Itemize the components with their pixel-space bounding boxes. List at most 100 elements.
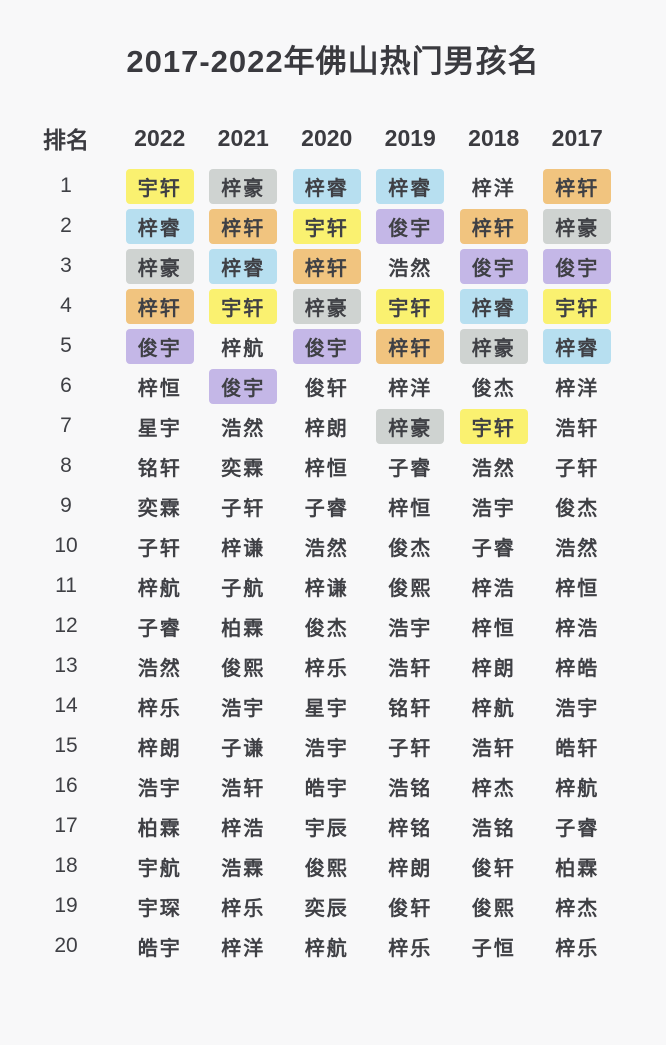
name-cell: 梓轩 [452, 208, 536, 244]
name-cell: 梓洋 [369, 369, 453, 404]
name-cell: 梓恒 [452, 609, 536, 644]
rank-value: 14 [54, 694, 78, 717]
name-cell: 浩霖 [202, 849, 286, 884]
name: 宇琛 [137, 897, 182, 920]
name-cell: 奕霖 [202, 449, 286, 484]
name-cell: 俊轩 [452, 849, 536, 884]
name: 浩宇 [388, 617, 433, 640]
name-cell: 梓豪 [369, 408, 453, 444]
name-cell: 梓睿 [202, 248, 286, 284]
name: 梓恒 [555, 577, 600, 600]
table-row-rank-20: 20 皓宇 梓洋 梓航 梓乐 子恒 梓乐 [14, 926, 666, 966]
name-cell: 宇轩 [452, 408, 536, 444]
rank-value: 16 [54, 774, 78, 797]
rank-value: 1 [60, 174, 72, 197]
name: 子睿 [555, 817, 600, 840]
name-cell: 浩铭 [452, 809, 536, 844]
name-cell: 梓豪 [202, 168, 286, 204]
name-cell: 浩宇 [452, 489, 536, 524]
name: 浩霖 [221, 857, 266, 880]
table-row-rank-15: 15 梓朗 子谦 浩宇 子轩 浩轩 皓轩 [14, 726, 666, 766]
table-row-rank-5: 5 俊宇 梓航 俊宇 梓轩 梓豪 梓睿 [14, 326, 666, 366]
name: 梓洋 [221, 937, 266, 960]
rank-value: 15 [54, 734, 78, 757]
name-cell: 俊宇 [536, 248, 620, 284]
name: 皓宇 [137, 937, 182, 960]
name-cell: 子轩 [369, 729, 453, 764]
highlighted-name: 梓豪 [543, 208, 612, 244]
table-row-rank-11: 11 梓航 子航 梓谦 俊熙 梓浩 梓恒 [14, 566, 666, 606]
name: 梓乐 [221, 897, 266, 920]
name-cell: 宇航 [118, 849, 202, 884]
name-cell: 梓航 [452, 689, 536, 724]
name: 浩宇 [555, 697, 600, 720]
name: 梓航 [137, 577, 182, 600]
name: 梓浩 [471, 577, 516, 600]
name-cell: 梓朗 [285, 409, 369, 444]
name: 梓皓 [555, 657, 600, 680]
rank-value: 13 [54, 654, 78, 677]
table-row-rank-8: 8 铭轩 奕霖 梓恒 子睿 浩然 子轩 [14, 446, 666, 486]
highlighted-name: 宇轩 [376, 288, 445, 324]
name-cell: 宇轩 [202, 288, 286, 324]
name: 铭轩 [388, 697, 433, 720]
name: 子航 [221, 577, 266, 600]
name-cell: 子睿 [369, 449, 453, 484]
name: 奕霖 [221, 457, 266, 480]
name: 梓恒 [304, 457, 349, 480]
year-column-header-2017: 2017 [551, 124, 603, 151]
name-cell: 梓朗 [369, 849, 453, 884]
rank-value: 18 [54, 854, 78, 877]
name: 浩然 [137, 657, 182, 680]
name-cell: 梓轩 [369, 328, 453, 364]
name: 俊轩 [471, 857, 516, 880]
name-cell: 浩宇 [536, 689, 620, 724]
name: 俊熙 [304, 857, 349, 880]
name-cell: 梓浩 [202, 809, 286, 844]
name: 梓朗 [137, 737, 182, 760]
name: 俊轩 [304, 377, 349, 400]
name-cell: 浩然 [118, 649, 202, 684]
table-body: 1 宇轩 梓豪 梓睿 梓睿 梓洋 梓轩 2 梓睿 梓轩 宇轩 俊宇 梓轩 梓豪 3 梓豪 梓睿 梓轩 浩然 俊宇 俊宇 4… [14, 166, 666, 966]
name: 子睿 [388, 457, 433, 480]
name-cell: 梓乐 [285, 649, 369, 684]
name-cell: 俊宇 [202, 368, 286, 404]
name: 梓航 [304, 937, 349, 960]
name-cell: 浩然 [285, 529, 369, 564]
highlighted-name: 俊宇 [376, 208, 445, 244]
name-cell: 俊轩 [369, 889, 453, 924]
name: 浩然 [555, 537, 600, 560]
name-cell: 浩轩 [536, 409, 620, 444]
name: 子睿 [137, 617, 182, 640]
name-cell: 梓恒 [285, 449, 369, 484]
name: 梓铭 [388, 817, 433, 840]
rank-value: 8 [60, 454, 72, 477]
name-cell: 俊熙 [202, 649, 286, 684]
name: 皓宇 [304, 777, 349, 800]
name-cell: 子谦 [202, 729, 286, 764]
name-cell: 子睿 [536, 809, 620, 844]
name: 俊杰 [388, 537, 433, 560]
highlighted-name: 俊宇 [459, 248, 528, 284]
name-cell: 奕霖 [118, 489, 202, 524]
table-row-rank-17: 17 柏霖 梓浩 宇辰 梓铭 浩铭 子睿 [14, 806, 666, 846]
name-cell: 梓睿 [118, 208, 202, 244]
rank-value: 7 [60, 414, 72, 437]
name-cell: 梓杰 [536, 889, 620, 924]
name: 梓航 [221, 337, 266, 360]
name: 子轩 [221, 497, 266, 520]
name: 俊杰 [471, 377, 516, 400]
highlighted-name: 宇轩 [459, 408, 528, 444]
name-cell: 宇轩 [536, 288, 620, 324]
highlighted-name: 宇轩 [543, 288, 612, 324]
name-cell: 宇琛 [118, 889, 202, 924]
name-cell: 梓洋 [202, 929, 286, 964]
name-cell: 梓轩 [536, 168, 620, 204]
table-row-rank-7: 7 星宇 浩然 梓朗 梓豪 宇轩 浩轩 [14, 406, 666, 446]
name: 梓洋 [555, 377, 600, 400]
name-cell: 铭轩 [118, 449, 202, 484]
highlighted-name: 梓轩 [543, 168, 612, 204]
highlighted-name: 俊宇 [209, 368, 278, 404]
name-cell: 俊熙 [369, 569, 453, 604]
